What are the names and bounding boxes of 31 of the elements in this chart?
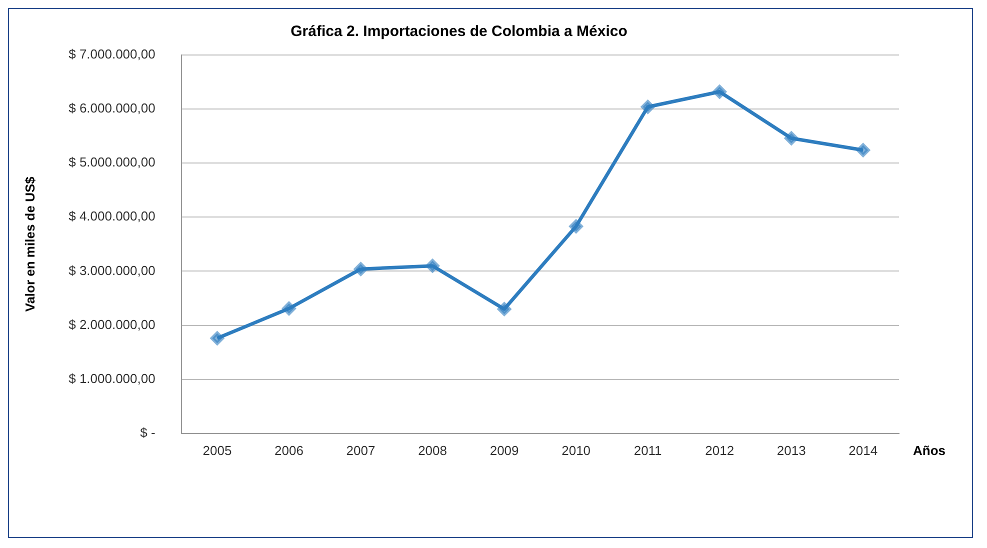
- y-tick-label: $ 7.000.000,00: [68, 46, 156, 62]
- chart-title: Gráfica 2. Importaciones de Colombia a México: [290, 23, 628, 40]
- y-axis-title: Valor en miles de US$: [22, 176, 38, 312]
- y-tick-label: $ 6.000.000,00: [68, 100, 156, 116]
- point: [498, 302, 512, 316]
- point: [569, 220, 583, 234]
- y-tick-label: $ 1.000.000,00: [68, 370, 156, 386]
- x-tick-label: 2005: [202, 442, 232, 458]
- y-tick-label: $ -: [140, 424, 156, 440]
- x-tick-label: 2011: [634, 442, 662, 458]
- point: [354, 262, 368, 276]
- y-tick-label: $ 2.000.000,00: [68, 316, 156, 332]
- x-tick-label: 2013: [776, 442, 806, 458]
- x-tick-label: 2014: [848, 442, 878, 458]
- y-tick-label: $ 4.000.000,00: [68, 208, 156, 224]
- y-tick-label: $ 3.000.000,00: [68, 262, 156, 278]
- x-axis-title: Años: [913, 442, 946, 458]
- point: [210, 332, 224, 346]
- x-tick-label: 2009: [490, 442, 519, 458]
- point: [856, 143, 870, 157]
- x-tick-label: 2008: [418, 442, 447, 458]
- x-tick-label: 2012: [705, 442, 734, 458]
- point: [426, 259, 440, 273]
- x-tick-label: 2006: [274, 442, 304, 458]
- y-tick-label: $ 5.000.000,00: [68, 154, 156, 170]
- point: [784, 132, 798, 145]
- x-tick-label: 2007: [346, 442, 376, 458]
- point: [282, 302, 296, 316]
- point: [641, 100, 655, 114]
- x-tick-label: 2010: [562, 442, 591, 458]
- point: [712, 85, 726, 99]
